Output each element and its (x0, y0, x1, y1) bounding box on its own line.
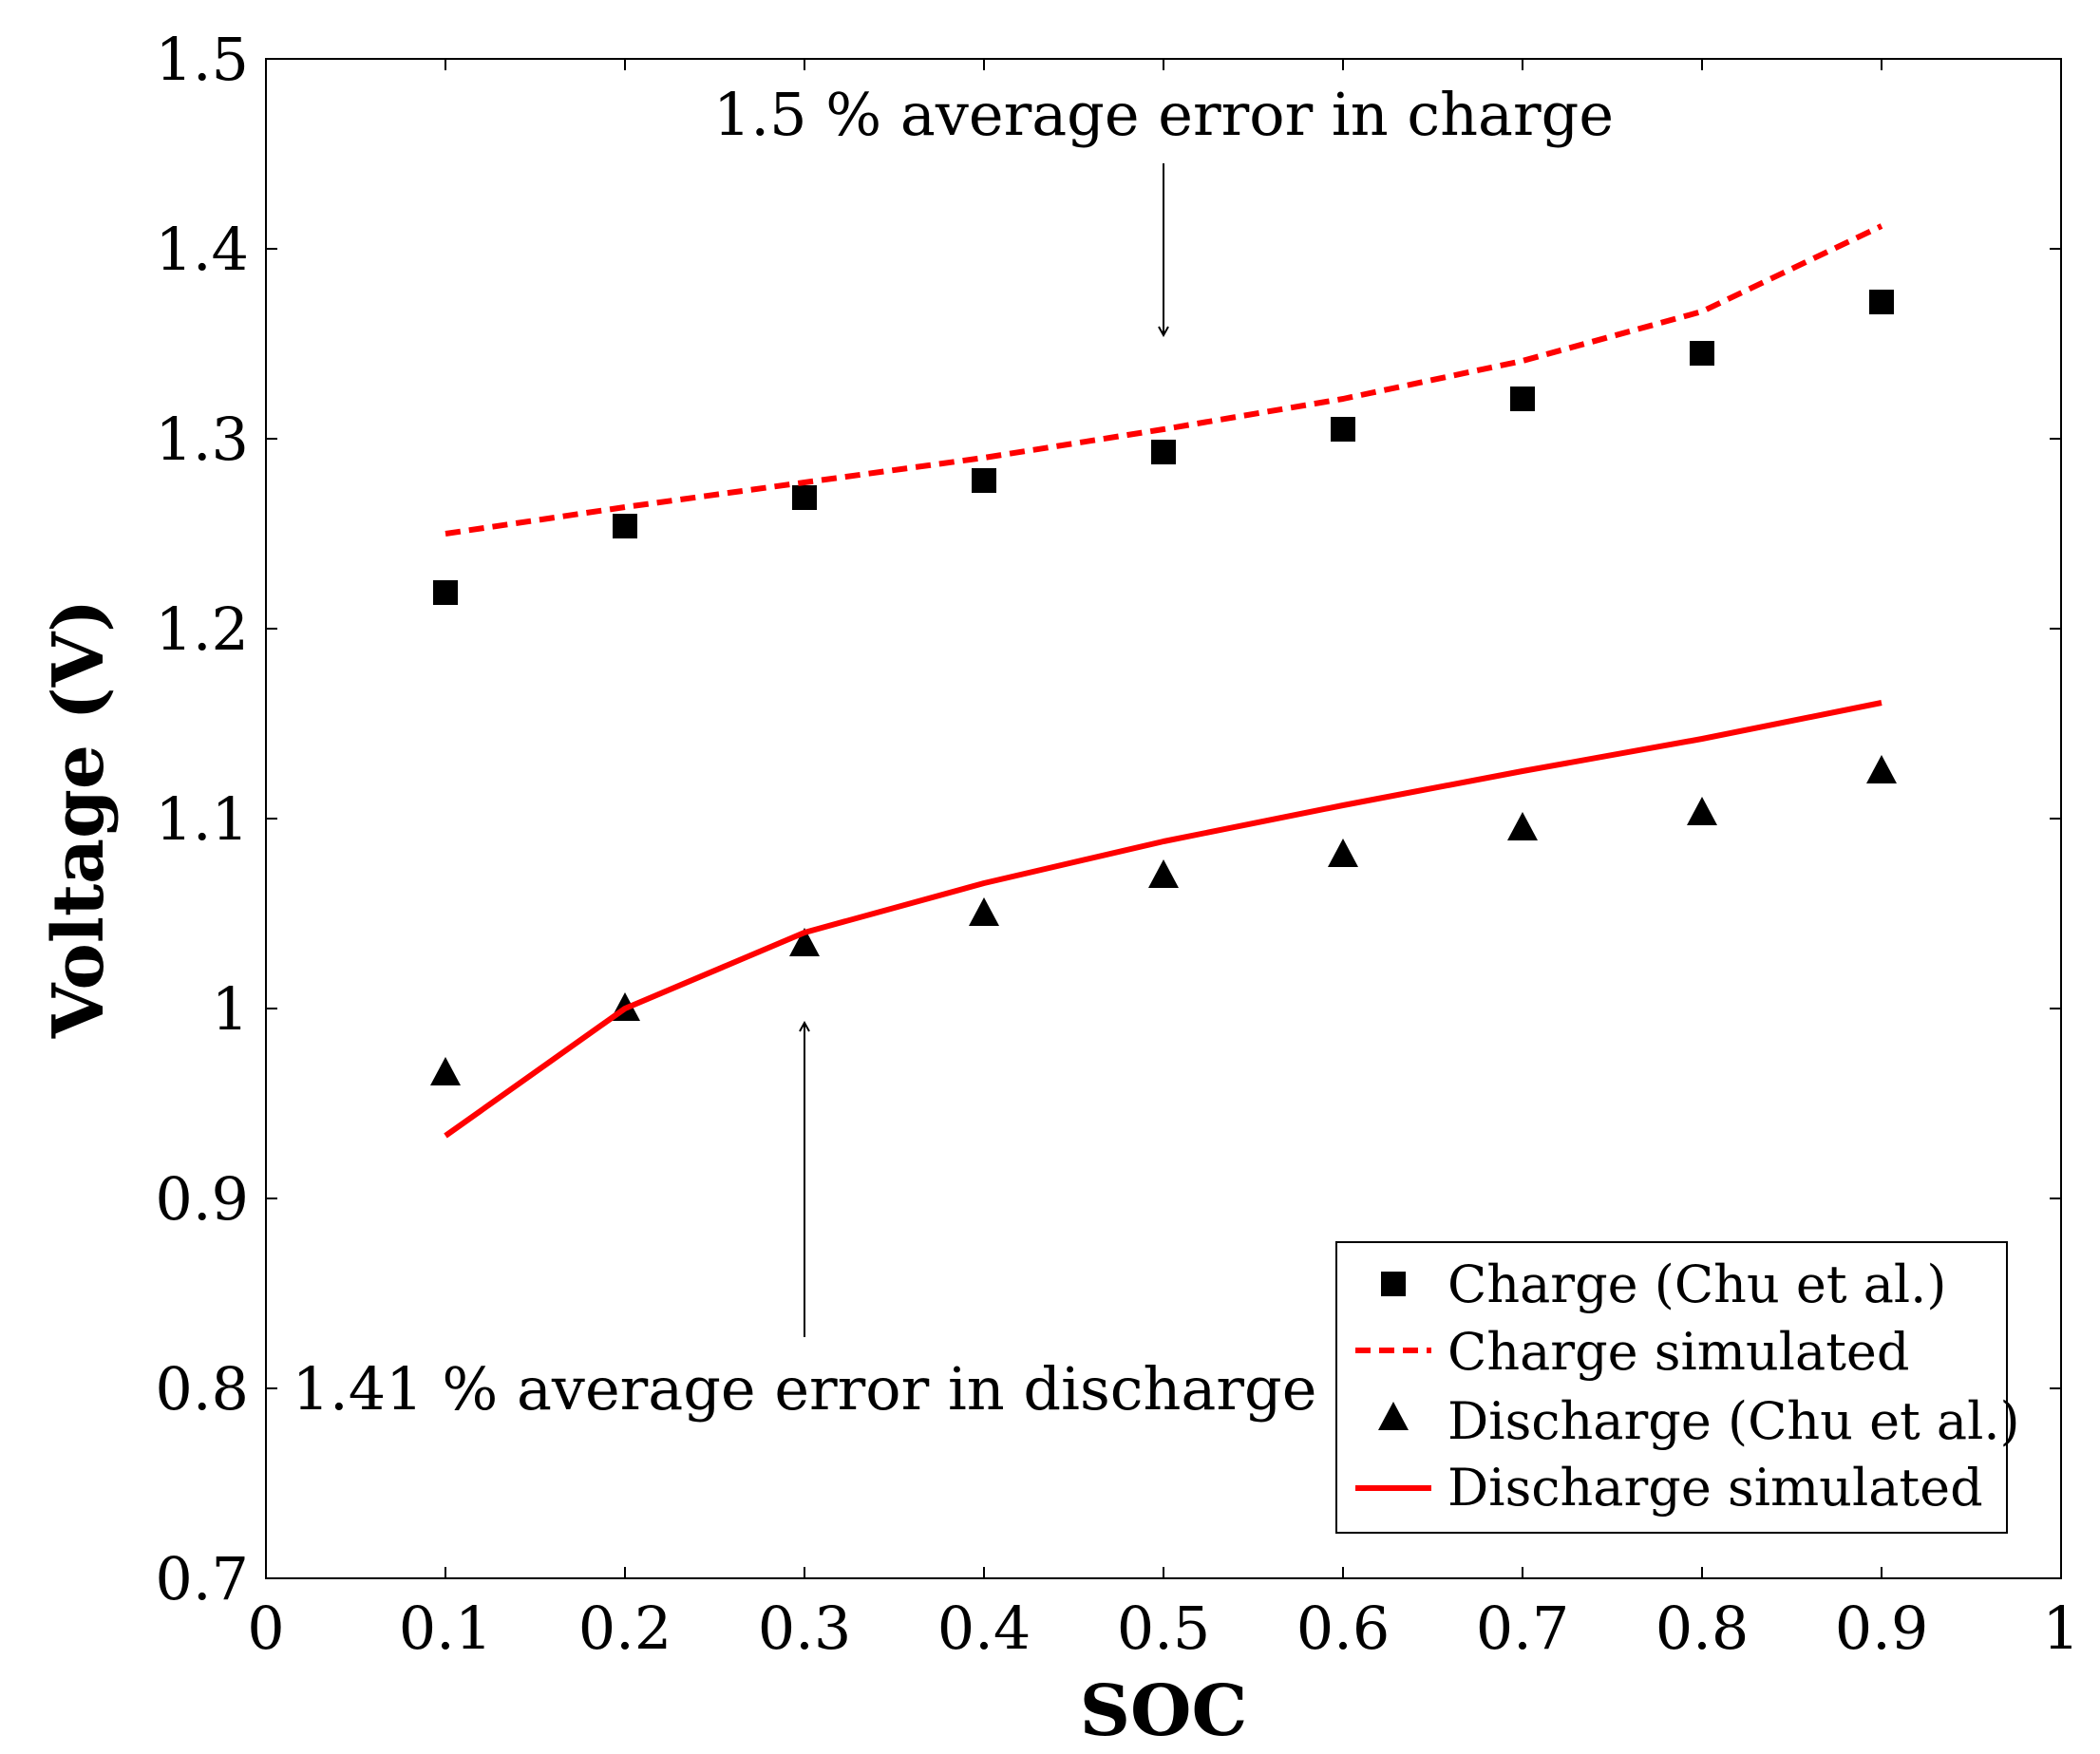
discharge-simulated-line (444, 700, 1882, 1139)
charge-chu-et-al-point (1869, 290, 1894, 314)
y-tick-label: 0.8 (155, 1354, 249, 1424)
legend: Charge (Chu et al.) Charge simulated Dis… (1335, 1241, 2020, 1534)
series-layer (430, 223, 1897, 1139)
x-tick-label: 0.8 (1655, 1594, 1750, 1663)
y-tick-label: 0.9 (155, 1164, 249, 1234)
x-tick-label: 0.4 (937, 1594, 1031, 1663)
discharge-chu-et-al-point (969, 897, 999, 926)
legend-label-discharge-measured: Discharge (Chu et al.) (1447, 1391, 2020, 1451)
discharge-chu-et-al-point (1687, 797, 1717, 825)
discharge-chu-et-al-point (1507, 812, 1538, 840)
x-tick-label: 0.6 (1296, 1594, 1391, 1663)
charge-chu-et-al-point (613, 514, 637, 538)
plot-frame (265, 58, 2062, 1579)
discharge-chu-et-al-point (1148, 859, 1179, 888)
y-tick-label: 0.7 (155, 1544, 249, 1613)
y-axis-title: Voltage (V) (38, 599, 120, 1039)
discharge-chu-et-al-point (430, 1057, 461, 1085)
x-tick-label: 0.3 (758, 1594, 852, 1663)
x-tick-label: 0 (247, 1594, 284, 1663)
annotations: 1.5 % average error in charge 1.41 % ave… (293, 80, 1614, 1424)
charge-simulated-line (445, 223, 1883, 537)
x-tick-label: 0.5 (1117, 1594, 1211, 1663)
x-tick-label: 0.7 (1476, 1594, 1570, 1663)
y-tick-label: 1.1 (155, 784, 249, 854)
x-tick-label: 0.1 (399, 1594, 493, 1663)
charge-annotation-text: 1.5 % average error in charge (713, 80, 1614, 149)
discharge-annotation-text: 1.41 % average error in discharge (293, 1354, 1317, 1424)
charge-chu-et-al-point (972, 468, 996, 493)
charge-chu-et-al-point (1151, 440, 1176, 464)
y-tick-label: 1.3 (155, 405, 249, 474)
y-tick-label: 1.5 (155, 25, 249, 94)
charge-chu-et-al-point (433, 580, 458, 605)
legend-label-charge-simulated: Charge simulated (1447, 1322, 1909, 1382)
discharge-chu-et-al-point (789, 928, 820, 956)
x-tick-label: 1 (2042, 1594, 2079, 1663)
charge-chu-et-al-point (1510, 387, 1535, 411)
y-tick-label: 1.4 (155, 215, 249, 284)
legend-swatch-discharge-measured (1378, 1402, 1409, 1430)
legend-label-charge-measured: Charge (Chu et al.) (1447, 1254, 1946, 1314)
discharge-chu-et-al-point (1866, 755, 1897, 783)
x-axis-title: SOC (1080, 1670, 1248, 1752)
y-tick-label: 1.2 (155, 594, 249, 664)
x-tick-label: 0.9 (1835, 1594, 1929, 1663)
legend-box (1335, 1241, 2008, 1534)
legend-label-discharge-simulated: Discharge simulated (1447, 1458, 1983, 1518)
y-tick-label: 1 (212, 974, 249, 1044)
discharge-chu-et-al-point (1328, 839, 1358, 867)
x-tick-label: 0.2 (578, 1594, 672, 1663)
axis-tick-labels: 0 0.1 0.2 0.3 0.4 0.5 0.6 0.7 0.8 0.9 10.70.80.911… (155, 25, 2079, 1663)
charge-chu-et-al-point (1331, 417, 1355, 442)
legend-swatch-charge-measured (1381, 1272, 1406, 1296)
charge-chu-et-al-point (1690, 341, 1714, 366)
charge-chu-et-al-point (792, 485, 817, 510)
